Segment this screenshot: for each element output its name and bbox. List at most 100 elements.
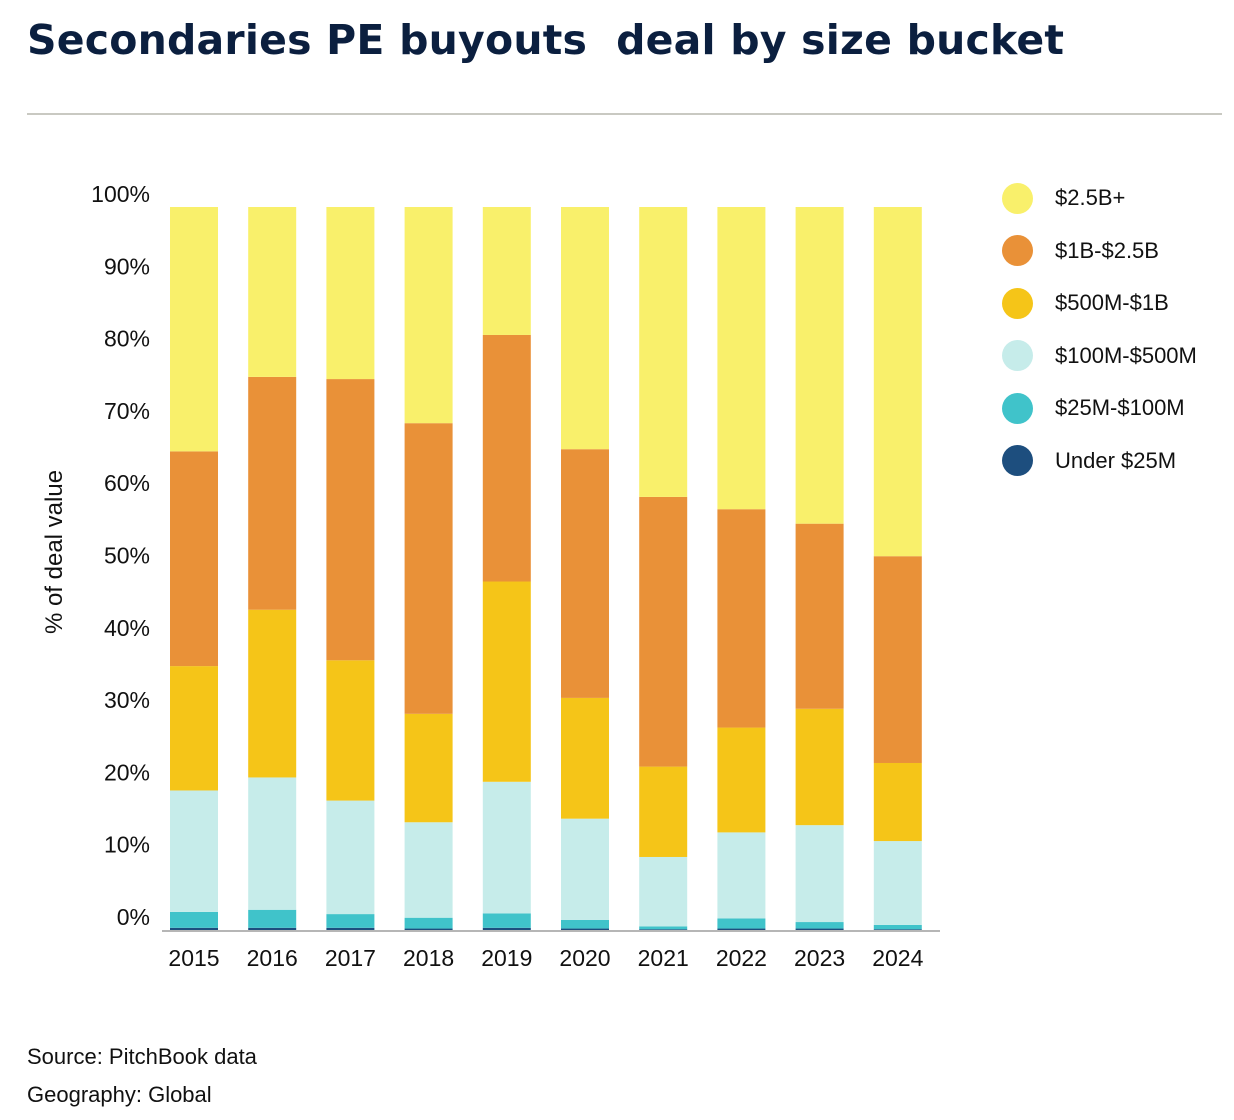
bar-segment — [326, 379, 375, 661]
x-tick-label: 2023 — [794, 945, 845, 971]
bar-segment — [639, 766, 688, 857]
x-axis-tick-labels: 2015 2016 2017 2018 2019 2020 2021 2022 2023 2024 — [168, 945, 923, 971]
bar-segment — [170, 207, 218, 452]
bar-segment — [561, 928, 609, 930]
bar-segment — [717, 832, 766, 919]
bar-segment — [482, 334, 531, 582]
x-tick-label: 2021 — [638, 945, 689, 971]
bar-segment — [639, 926, 688, 930]
y-tick-label: 100% — [91, 181, 150, 207]
legend-label-500m-1b: $500M-$1B — [1055, 290, 1169, 316]
legend-item-2-5b-plus: $2.5B+ — [1002, 172, 1197, 225]
legend-swatch-25m-100m — [1002, 392, 1033, 424]
legend-swatch-2-5b-plus — [1002, 182, 1033, 214]
bar-segment — [404, 423, 453, 714]
bar-segment — [482, 207, 531, 335]
bar-segment — [561, 207, 609, 450]
bar-segment — [639, 929, 688, 930]
bar-segment — [326, 660, 375, 801]
bar-segment — [717, 509, 766, 728]
y-tick-label: 0% — [117, 904, 150, 930]
bar-segment — [795, 922, 844, 929]
bar-segment — [873, 841, 922, 925]
bar-segment — [248, 207, 297, 377]
bar-segment — [717, 727, 766, 833]
bar-segment — [248, 777, 297, 910]
y-tick-label: 20% — [104, 759, 150, 785]
y-tick-label: 30% — [104, 687, 150, 713]
x-tick-label: 2016 — [247, 945, 298, 971]
y-axis-label: % of deal value — [41, 470, 68, 634]
bar-segment — [248, 909, 297, 928]
y-tick-label: 50% — [104, 543, 150, 569]
bar-segment — [561, 449, 609, 698]
source-note: Source: PitchBook data — [27, 1044, 257, 1069]
y-tick-label: 80% — [104, 326, 150, 352]
legend-item-100m-500m: $100M-$500M — [1002, 330, 1197, 383]
bar-segment — [170, 927, 218, 930]
y-axis-tick-labels: 0% 10% 20% 30% 40% 50% 60% 70% 80% 90% 100% — [91, 181, 150, 930]
legend-label-100m-500m: $100M-$500M — [1055, 342, 1197, 368]
bar-segment — [561, 697, 609, 819]
bar-segment — [248, 927, 297, 930]
title-divider — [27, 113, 1222, 115]
bar-segment — [795, 928, 844, 930]
legend-swatch-under-25m — [1002, 445, 1033, 477]
x-tick-label: 2017 — [325, 945, 376, 971]
bar-segment — [170, 911, 218, 928]
legend-label-2-5b-plus: $2.5B+ — [1055, 185, 1126, 211]
legend-swatch-1b-2-5b — [1002, 235, 1033, 267]
bar-segment — [639, 856, 688, 927]
bar-segment — [717, 928, 766, 930]
legend-item-500m-1b: $500M-$1B — [1002, 277, 1197, 330]
bar-segment — [326, 914, 375, 928]
bar-segment — [873, 929, 922, 930]
bar-segment — [170, 666, 218, 791]
bar-segment — [795, 207, 844, 524]
bar-segment — [326, 927, 375, 930]
bar-segment — [404, 207, 453, 424]
bar-segment — [873, 207, 922, 557]
bar-segment — [248, 376, 297, 610]
bar-segment — [795, 708, 844, 826]
bar-segment — [326, 800, 375, 915]
bar-segment — [248, 609, 297, 778]
bar-segment — [482, 781, 531, 914]
bar-segment — [404, 822, 453, 918]
bar-segment — [873, 762, 922, 842]
bar-segment — [326, 207, 375, 380]
bar-segment — [170, 451, 218, 667]
x-tick-label: 2022 — [716, 945, 767, 971]
chart-title: Secondaries PE buyouts deal by size buck… — [27, 16, 1065, 64]
x-tick-label: 2024 — [872, 945, 923, 971]
bar-segment — [170, 790, 218, 912]
legend-item-25m-100m: $25M-$100M — [1002, 382, 1197, 435]
y-tick-label: 40% — [104, 615, 150, 641]
legend-item-1b-2-5b: $1B-$2.5B — [1002, 225, 1197, 278]
legend-item-under-25m: Under $25M — [1002, 435, 1197, 488]
bar-segment — [561, 919, 609, 929]
bar-segment — [795, 825, 844, 923]
legend-swatch-100m-500m — [1002, 340, 1033, 372]
legend-label-under-25m: Under $25M — [1055, 447, 1177, 473]
x-tick-label: 2018 — [403, 945, 454, 971]
x-tick-label: 2015 — [168, 945, 219, 971]
bar-segment — [717, 918, 766, 929]
bar-segment — [639, 207, 688, 497]
bar-series — [170, 207, 922, 930]
bar-segment — [482, 927, 531, 930]
legend-swatch-500m-1b — [1002, 287, 1033, 319]
bar-segment — [561, 818, 609, 920]
y-tick-label: 70% — [104, 398, 150, 424]
bar-segment — [404, 713, 453, 823]
y-tick-label: 60% — [104, 470, 150, 496]
y-tick-label: 90% — [104, 253, 150, 279]
bar-segment — [404, 917, 453, 929]
legend-label-25m-100m: $25M-$100M — [1055, 395, 1185, 421]
geography-note: Geography: Global — [27, 1082, 212, 1107]
bar-segment — [717, 207, 766, 510]
bar-segment — [873, 924, 922, 930]
chart-legend: $2.5B+ $1B-$2.5B $500M-$1B $100M-$500M $… — [1002, 172, 1197, 487]
bar-segment — [795, 523, 844, 709]
